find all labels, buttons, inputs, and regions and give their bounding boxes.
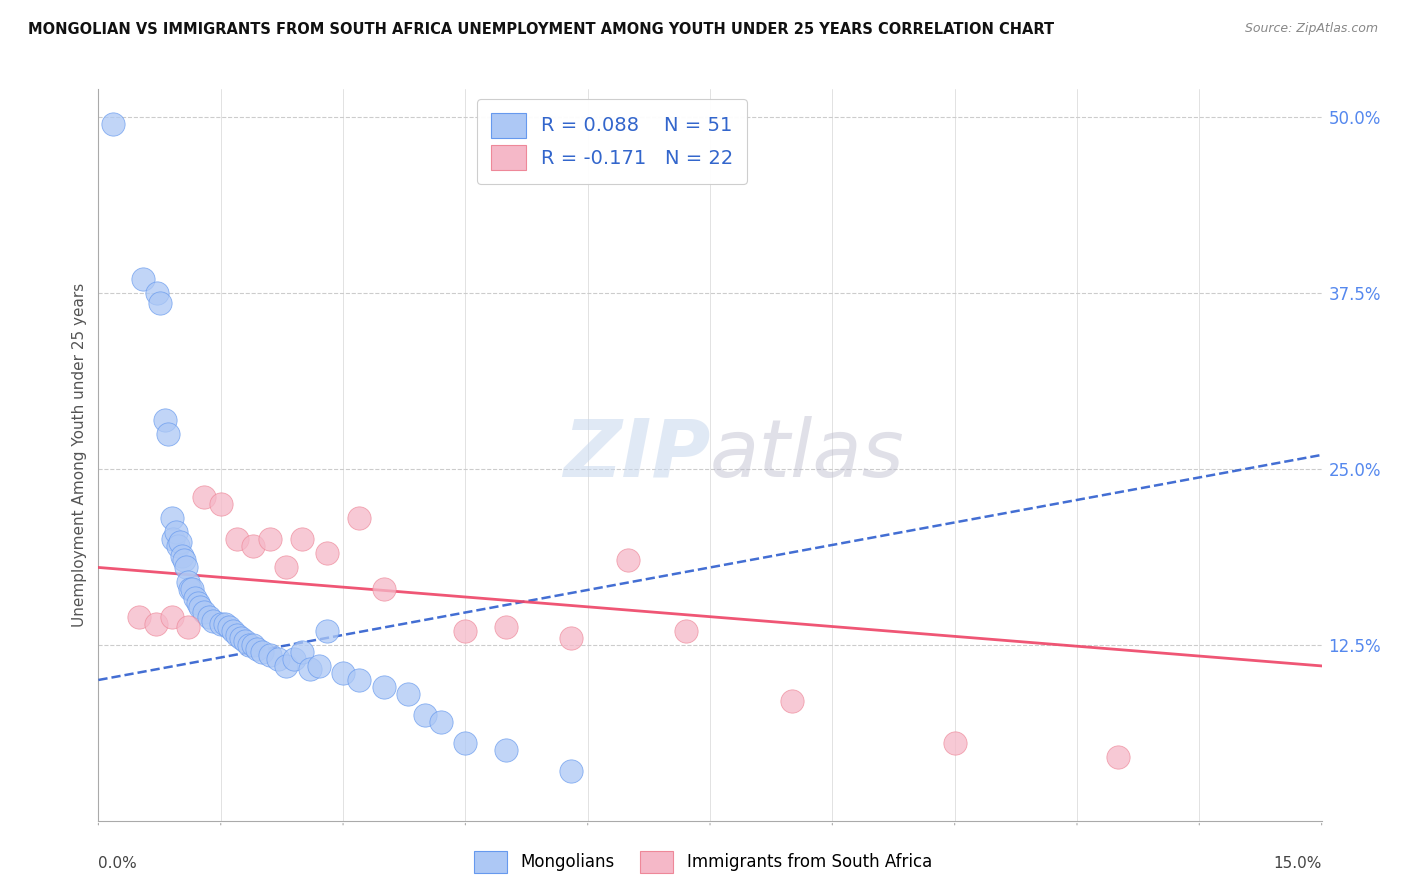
Point xyxy=(183,591,205,606)
Point xyxy=(170,549,193,564)
Point xyxy=(1107,750,1129,764)
Point xyxy=(242,539,264,553)
Point xyxy=(169,535,191,549)
Point xyxy=(274,659,297,673)
Point xyxy=(396,687,419,701)
Point xyxy=(617,553,640,567)
Text: ZIP: ZIP xyxy=(562,416,710,494)
Point xyxy=(291,533,314,547)
Point xyxy=(179,582,201,596)
Point xyxy=(231,631,253,645)
Point xyxy=(160,609,183,624)
Point xyxy=(177,574,200,589)
Point xyxy=(454,736,477,750)
Point xyxy=(291,645,314,659)
Point xyxy=(238,638,260,652)
Point xyxy=(193,490,215,504)
Point xyxy=(454,624,477,638)
Legend: Mongolians, Immigrants from South Africa: Mongolians, Immigrants from South Africa xyxy=(467,845,939,880)
Text: MONGOLIAN VS IMMIGRANTS FROM SOUTH AFRICA UNEMPLOYMENT AMONG YOUTH UNDER 25 YEAR: MONGOLIAN VS IMMIGRANTS FROM SOUTH AFRIC… xyxy=(28,22,1054,37)
Point xyxy=(162,533,184,547)
Point xyxy=(226,533,249,547)
Point xyxy=(145,616,167,631)
Point xyxy=(214,616,236,631)
Point xyxy=(226,628,249,642)
Point xyxy=(173,553,195,567)
Point xyxy=(128,609,150,624)
Point xyxy=(187,596,209,610)
Point xyxy=(242,638,264,652)
Point xyxy=(560,631,582,645)
Point xyxy=(780,694,803,708)
Point xyxy=(101,117,124,131)
Point xyxy=(283,652,305,666)
Text: 0.0%: 0.0% xyxy=(98,855,138,871)
Point xyxy=(146,286,169,301)
Point xyxy=(233,633,256,648)
Text: atlas: atlas xyxy=(710,416,905,494)
Point xyxy=(943,736,966,750)
Point xyxy=(209,616,232,631)
Point xyxy=(675,624,697,638)
Point xyxy=(193,606,215,620)
Point xyxy=(177,619,200,633)
Point xyxy=(209,497,232,511)
Legend: R = 0.088    N = 51, R = -0.171   N = 22: R = 0.088 N = 51, R = -0.171 N = 22 xyxy=(477,99,747,184)
Point xyxy=(222,624,245,638)
Point xyxy=(156,426,179,441)
Point xyxy=(160,511,183,525)
Point xyxy=(308,659,330,673)
Point xyxy=(315,546,337,560)
Point xyxy=(197,609,219,624)
Point xyxy=(149,296,172,310)
Point xyxy=(495,619,517,633)
Point xyxy=(155,413,177,427)
Point xyxy=(218,619,240,633)
Text: Source: ZipAtlas.com: Source: ZipAtlas.com xyxy=(1244,22,1378,36)
Point xyxy=(132,272,155,286)
Point xyxy=(560,764,582,779)
Point xyxy=(413,708,436,723)
Point xyxy=(430,715,453,730)
Point xyxy=(250,645,273,659)
Point xyxy=(373,680,395,694)
Point xyxy=(165,525,187,540)
Point xyxy=(167,539,190,553)
Point xyxy=(176,560,198,574)
Point xyxy=(349,511,371,525)
Point xyxy=(315,624,337,638)
Point xyxy=(188,599,212,614)
Point xyxy=(373,582,395,596)
Point xyxy=(332,665,354,680)
Point xyxy=(349,673,371,687)
Point xyxy=(259,533,281,547)
Point xyxy=(201,614,224,628)
Point xyxy=(274,560,297,574)
Point xyxy=(246,642,269,657)
Text: 15.0%: 15.0% xyxy=(1274,855,1322,871)
Y-axis label: Unemployment Among Youth under 25 years: Unemployment Among Youth under 25 years xyxy=(72,283,87,627)
Point xyxy=(299,662,322,676)
Point xyxy=(495,743,517,757)
Point xyxy=(267,652,290,666)
Point xyxy=(259,648,281,662)
Point xyxy=(181,582,204,596)
